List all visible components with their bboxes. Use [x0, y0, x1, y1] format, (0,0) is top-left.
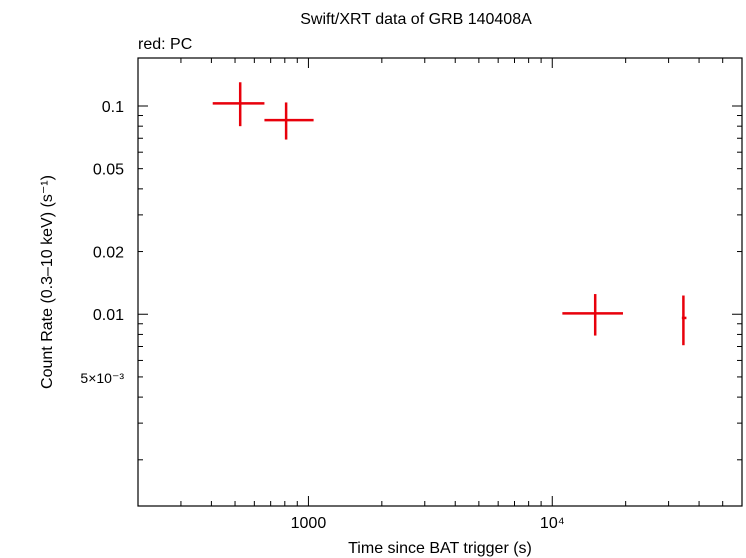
plot-frame — [137, 57, 743, 507]
y-tick-label: 0.1 — [102, 99, 124, 116]
chart-subtitle: red: PC — [138, 36, 192, 53]
data-points — [212, 82, 687, 346]
y-axis-label: Count Rate (0.3–10 keV) (s⁻¹) — [39, 175, 56, 389]
y-tick-label: 5×10⁻³ — [80, 370, 124, 386]
data-point — [681, 295, 687, 346]
data-point — [264, 102, 314, 140]
y-tick-label: 0.05 — [93, 162, 124, 179]
data-point — [212, 82, 265, 127]
data-point — [562, 294, 623, 336]
x-tick-labels: 1000 10⁴ — [291, 515, 565, 532]
y-tick-label: 0.01 — [93, 307, 124, 324]
y-tick-labels: 0.1 0.05 0.02 0.01 5×10⁻³ — [80, 99, 124, 386]
chart-title: Swift/XRT data of GRB 140408A — [300, 11, 532, 28]
x-axis-label: Time since BAT trigger (s) — [348, 540, 532, 557]
x-tick-label: 10⁴ — [540, 515, 565, 532]
y-tick-label: 0.02 — [93, 245, 124, 262]
axis-ticks — [137, 58, 743, 506]
x-tick-label: 1000 — [291, 515, 327, 532]
